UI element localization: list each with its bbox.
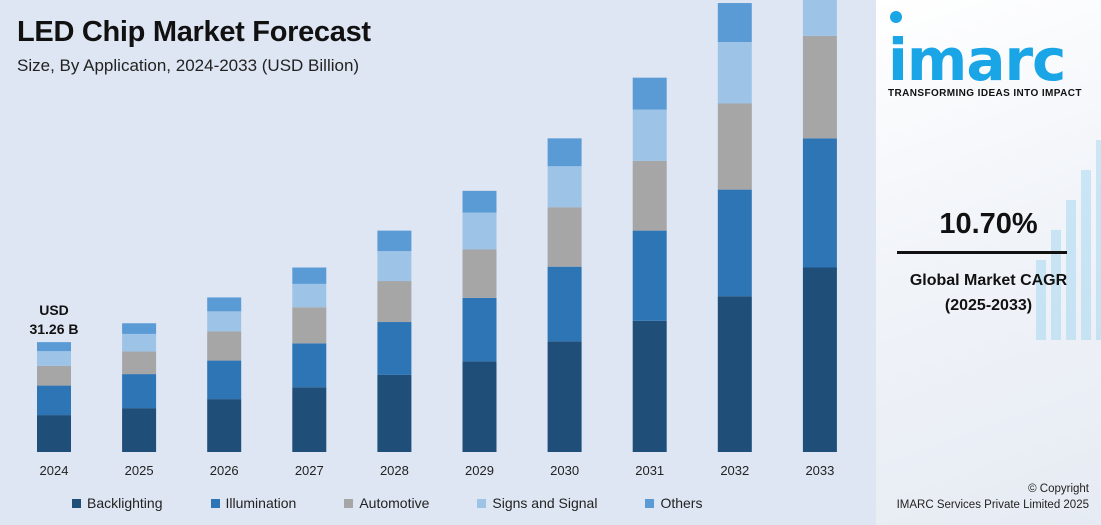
x-tick-2033: 2033 (805, 463, 834, 478)
legend-item-automotive: Automotive (344, 495, 429, 511)
bar-2024-backlighting (37, 415, 71, 452)
x-tick-2027: 2027 (295, 463, 324, 478)
bar-2032-others (717, 3, 752, 43)
bar-2032-backlighting (717, 296, 752, 452)
x-tick-2030: 2030 (550, 463, 579, 478)
chart-panel: LED Chip Market Forecast Size, By Applic… (17, 0, 837, 511)
legend-label: Others (660, 495, 703, 511)
copyright: © Copyright IMARC Services Private Limit… (897, 481, 1089, 513)
bar-2025-signs-and-signal (122, 333, 157, 352)
bar-2031-signs-and-signal (632, 109, 667, 161)
legend-item-backlighting: Backlighting (72, 495, 163, 511)
bar-2029-automotive (462, 249, 497, 298)
bar-2028-others (377, 230, 412, 252)
x-tick-2024: 2024 (40, 463, 69, 478)
cagr-label-line2: (2025-2033) (944, 297, 1033, 314)
bar-2024-others (37, 342, 71, 352)
bar-2032-illumination (717, 189, 752, 297)
callout-2024-currency: USD (39, 302, 69, 318)
bar-2029-signs-and-signal (462, 212, 497, 250)
cagr-divider (897, 251, 1067, 254)
imarc-logo: imarc (888, 26, 1066, 94)
bar-2032-automotive (717, 103, 752, 190)
bar-2029-illumination (462, 297, 497, 362)
bar-2026-automotive (207, 331, 242, 361)
cagr-value: 10.70% (939, 208, 1038, 240)
copyright-line1: © Copyright (1028, 483, 1089, 495)
chart-subtitle: Size, By Application, 2024-2033 (USD Bil… (17, 56, 360, 75)
chart-title: LED Chip Market Forecast (17, 16, 371, 48)
legend-swatch-icon (477, 498, 487, 508)
bar-2033-signs-and-signal (802, 0, 837, 36)
bar-2027-automotive (292, 307, 327, 344)
x-tick-2025: 2025 (125, 463, 154, 478)
bar-2027-illumination (292, 343, 327, 388)
stacked-bar-chart: 2024 USD 31.26 B 2025 2026 2027 2028 2029 2030 20… (29, 0, 837, 478)
bar-2024-automotive (37, 365, 71, 386)
bar-2024-illumination (37, 385, 71, 416)
x-tick-2029: 2029 (465, 463, 494, 478)
bar-2026-others (207, 297, 242, 312)
bar-2029-others (462, 190, 497, 213)
legend-swatch-icon (72, 498, 81, 508)
bar-2031-backlighting (632, 320, 667, 452)
legend-swatch-icon (344, 498, 354, 508)
legend-item-signs-and-signal: Signs and Signal (477, 495, 597, 511)
bar-2033-illumination (802, 138, 837, 268)
brand-tagline: TRANSFORMING IDEAS INTO IMPACT (888, 88, 1082, 99)
bar-2029-backlighting (462, 361, 497, 452)
cagr-label-line1: Global Market CAGR (909, 272, 1068, 289)
bar-2030-signs-and-signal (547, 166, 582, 208)
x-tick-2031: 2031 (635, 463, 664, 478)
bar-2025-illumination (122, 374, 157, 409)
bar-2033-backlighting (802, 267, 837, 452)
bar-2028-illumination (377, 322, 412, 375)
bar-2031-automotive (632, 160, 667, 231)
legend-label: Backlighting (87, 495, 163, 511)
bar-2025-others (122, 323, 157, 334)
x-tick-2032: 2032 (720, 463, 749, 478)
bar-2027-signs-and-signal (292, 283, 327, 308)
x-tick-2026: 2026 (210, 463, 239, 478)
bar-2028-automotive (377, 281, 412, 323)
legend-item-others: Others (645, 495, 702, 511)
legend-label: Illumination (225, 495, 297, 511)
decorative-bars-icon (1036, 140, 1101, 340)
legend-item-illumination: Illumination (210, 495, 297, 511)
legend-swatch-icon (645, 498, 655, 508)
bar-2025-automotive (122, 351, 157, 375)
bar-2028-signs-and-signal (377, 251, 412, 282)
bar-2032-signs-and-signal (717, 42, 752, 104)
bar-2026-illumination (207, 360, 242, 400)
bar-2030-illumination (547, 266, 582, 342)
bar-2033-automotive (802, 35, 837, 139)
bar-2030-backlighting (547, 341, 582, 452)
copyright-line2: IMARC Services Private Limited 2025 (896, 499, 1089, 511)
bar-2031-others (632, 77, 667, 110)
legend-label: Signs and Signal (492, 495, 598, 511)
bar-2027-backlighting (292, 387, 327, 452)
cagr-label: Global Market CAGR (2025-2033) (876, 268, 1101, 318)
bar-2027-others (292, 267, 327, 284)
bar-2026-signs-and-signal (207, 311, 242, 332)
bar-2025-backlighting (122, 408, 157, 452)
bar-2030-automotive (547, 207, 582, 267)
x-tick-2028: 2028 (380, 463, 409, 478)
legend-swatch-icon (210, 498, 220, 508)
callout-2024-value: 31.26 B (29, 321, 78, 337)
bar-2024-signs-and-signal (37, 351, 71, 366)
bar-2031-illumination (632, 230, 667, 321)
chart-legend: Backlighting Illumination Automotive Signs … (72, 495, 750, 511)
side-panel: imarc TRANSFORMING IDEAS INTO IMPACT 10.… (876, 0, 1101, 525)
bar-2026-backlighting (207, 399, 242, 452)
legend-label: Automotive (359, 495, 430, 511)
bar-2028-backlighting (377, 374, 412, 452)
bar-2030-others (547, 138, 582, 167)
logo-dot-icon (890, 11, 902, 23)
